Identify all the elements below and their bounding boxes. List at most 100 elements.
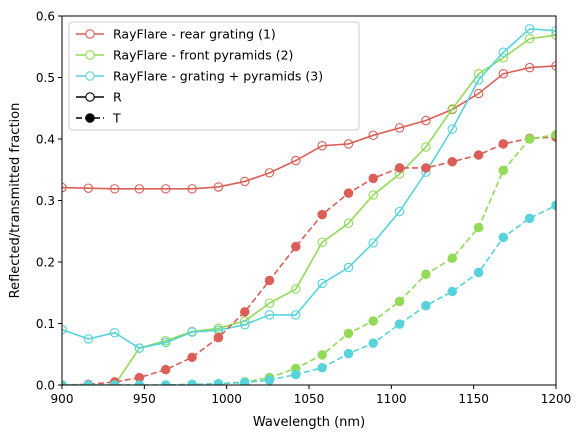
x-tick-label: 1150 — [458, 392, 489, 406]
data-point — [394, 123, 405, 133]
data-point — [134, 184, 145, 194]
x-tick-label: 1000 — [211, 392, 242, 406]
y-tick-label: 0.1 — [36, 317, 55, 331]
y-tick-label: 0.2 — [36, 256, 55, 270]
x-tick-label: 1200 — [541, 392, 572, 406]
data-point — [317, 237, 327, 248]
data-point — [134, 343, 145, 353]
data-point — [498, 232, 509, 243]
series-line — [62, 133, 556, 385]
series-line — [62, 204, 556, 385]
ticks-layer: 900 950 1000 1050 1100 1150 1200 0.0 0.1 0.2 0.3 0.… — [36, 10, 571, 407]
y-tick-label: 0.0 — [36, 379, 55, 393]
data-point — [524, 134, 535, 144]
legend-label: RayFlare - front pyramids (2) — [113, 48, 293, 63]
data-point — [317, 278, 327, 289]
data-point — [421, 142, 431, 152]
y-tick-label: 0.4 — [36, 133, 55, 147]
y-tick-label: 0.5 — [36, 71, 55, 85]
data-point — [291, 155, 301, 166]
data-point — [291, 369, 301, 380]
data-point — [473, 222, 484, 233]
data-point — [187, 379, 197, 385]
data-point — [240, 176, 250, 187]
data-point — [264, 275, 275, 286]
data-point — [473, 69, 484, 79]
data-point — [187, 352, 197, 363]
x-tick-label: 900 — [51, 392, 74, 406]
data-point — [62, 324, 67, 335]
legend-label: RayFlare - rear grating (1) — [113, 27, 276, 42]
data-point — [109, 327, 120, 338]
data-point — [343, 262, 354, 273]
legend-marker — [85, 113, 95, 123]
legend-entry: R — [76, 90, 122, 105]
data-point — [317, 209, 327, 220]
data-point — [317, 350, 327, 360]
data-point — [368, 238, 378, 248]
data-point — [473, 88, 484, 99]
x-tick-label: 1100 — [376, 392, 407, 406]
x-axis-label: Wavelength (nm) — [253, 415, 365, 430]
data-point — [291, 284, 301, 294]
data-point — [343, 139, 354, 149]
data-point — [109, 184, 120, 194]
legend: RayFlare - rear grating (1) RayFlare - fr… — [68, 21, 360, 131]
data-point — [291, 310, 301, 320]
x-tick-label: 950 — [133, 392, 156, 406]
data-point — [62, 182, 67, 193]
legend-marker — [85, 71, 95, 81]
legend-label: T — [112, 111, 121, 126]
data-point — [343, 348, 354, 359]
data-point — [368, 316, 378, 326]
legend-entry: RayFlare - rear grating (1) — [76, 27, 276, 42]
data-point — [368, 130, 378, 141]
data-point — [524, 34, 535, 44]
data-point — [447, 104, 458, 114]
data-point — [368, 338, 378, 348]
data-point — [394, 163, 405, 173]
data-point — [368, 173, 378, 184]
legend-label: R — [113, 90, 122, 105]
data-point — [394, 319, 405, 329]
data-point — [368, 190, 378, 200]
data-point — [291, 241, 301, 252]
data-point — [187, 327, 197, 337]
data-point — [83, 183, 94, 193]
data-point — [264, 310, 275, 320]
series-layer — [62, 24, 556, 385]
data-point — [473, 150, 484, 160]
data-point — [524, 213, 535, 224]
data-point — [213, 182, 224, 192]
data-point — [447, 157, 458, 167]
legend-entry: RayFlare - front pyramids (2) — [76, 48, 293, 63]
legend-marker — [85, 29, 95, 39]
data-point — [160, 337, 171, 348]
data-point — [524, 62, 535, 73]
legend-entry: T — [76, 111, 121, 126]
series-5 — [62, 129, 556, 385]
legend-marker — [85, 92, 95, 102]
series-3 — [62, 24, 556, 353]
legend-box — [68, 21, 360, 131]
data-point — [498, 165, 509, 176]
data-point — [317, 363, 327, 373]
data-point — [498, 47, 509, 58]
data-point — [421, 115, 431, 126]
series-line — [62, 136, 556, 385]
legend-marker — [85, 50, 95, 60]
series-1 — [62, 61, 556, 194]
data-point — [524, 24, 535, 34]
data-point — [498, 69, 509, 79]
data-point — [240, 377, 250, 385]
data-point — [473, 267, 484, 278]
series-4 — [62, 132, 556, 385]
data-point — [160, 184, 171, 194]
data-point — [447, 253, 458, 264]
data-point — [317, 141, 327, 151]
y-tick-label: 0.6 — [36, 10, 55, 24]
data-point — [421, 163, 431, 173]
data-point — [498, 139, 509, 149]
